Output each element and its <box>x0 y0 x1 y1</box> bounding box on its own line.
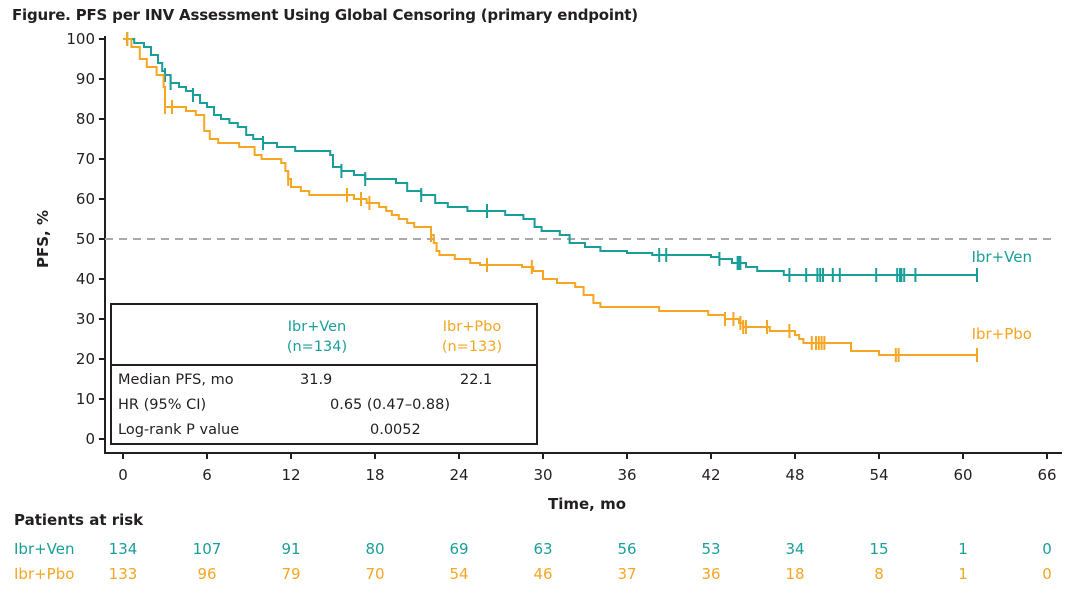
risk-count: 1 <box>958 540 968 558</box>
km-step-line-ibr-ven <box>123 38 977 276</box>
x-tick-label: 48 <box>785 466 804 484</box>
risk-count: 56 <box>617 540 637 558</box>
km-step-line-ibr-pbo <box>123 38 977 356</box>
stats-table: Ibr+Ven (n=134) Ibr+Pbo (n=133) Median P… <box>110 303 538 445</box>
y-tick-label: 30 <box>76 310 95 328</box>
y-tick-label: 40 <box>76 270 95 288</box>
risk-count: 0 <box>1042 540 1052 558</box>
x-tick-label: 42 <box>701 466 720 484</box>
x-tick-label: 12 <box>281 466 300 484</box>
risk-count: 80 <box>365 540 385 558</box>
risk-count: 70 <box>365 565 385 583</box>
risk-table-title: Patients at risk <box>14 511 144 529</box>
risk-row-ibr-pbo: Ibr+Pbo 133 96 79 70 54 46 37 36 18 8 1 0 <box>0 565 1080 587</box>
curve-label-ibr-ven: Ibr+Ven <box>971 248 1032 266</box>
group-name: Ibr+Ven <box>287 319 347 335</box>
risk-count: 53 <box>701 540 721 558</box>
x-tick-label: 30 <box>533 466 552 484</box>
risk-count: 34 <box>785 540 805 558</box>
survival-curves <box>123 32 978 362</box>
risk-count: 1 <box>958 565 968 583</box>
risk-count: 8 <box>874 565 884 583</box>
hr-value: 0.65 (0.47–0.88) <box>330 397 451 413</box>
risk-row-ibr-ven: Ibr+Ven 134 107 91 80 69 63 56 53 34 15 1 0 <box>0 540 1080 562</box>
risk-count: 91 <box>281 540 301 558</box>
risk-count: 0 <box>1042 565 1052 583</box>
risk-row-label: Ibr+Pbo <box>14 565 75 583</box>
risk-count: 15 <box>869 540 889 558</box>
risk-count: 96 <box>197 565 217 583</box>
risk-count: 63 <box>533 540 553 558</box>
y-tick-label: 70 <box>76 150 95 168</box>
risk-count: 134 <box>108 540 138 558</box>
curve-label-ibr-pbo: Ibr+Pbo <box>972 325 1032 343</box>
x-tick-label: 0 <box>118 466 128 484</box>
risk-count: 37 <box>617 565 637 583</box>
risk-count: 18 <box>785 565 805 583</box>
curve-ibr-ven <box>123 32 978 282</box>
stats-table-header: Ibr+Ven (n=134) Ibr+Pbo (n=133) <box>112 305 536 366</box>
group-n: (n=133) <box>441 339 503 355</box>
risk-count: 69 <box>449 540 469 558</box>
x-axis-title: Time, mo <box>548 495 626 513</box>
x-tick-label: 6 <box>202 466 212 484</box>
y-tick-label: 100 <box>66 30 95 48</box>
group-header-ibr-pbo: Ibr+Pbo (n=133) <box>417 317 527 357</box>
risk-count: 54 <box>449 565 469 583</box>
x-tick-label: 54 <box>869 466 888 484</box>
stat-label: HR (95% CI) <box>118 397 207 413</box>
x-tick-label: 24 <box>449 466 468 484</box>
y-tick-label: 60 <box>76 190 95 208</box>
median-ven: 31.9 <box>300 372 333 388</box>
stat-row-hr: HR (95% CI) 0.65 (0.47–0.88) <box>118 393 530 417</box>
x-tick-label: 36 <box>617 466 636 484</box>
group-name: Ibr+Pbo <box>442 319 502 335</box>
risk-count: 107 <box>192 540 222 558</box>
curve-labels: Ibr+Ven Ibr+Pbo <box>971 248 1032 343</box>
risk-count: 36 <box>701 565 721 583</box>
stat-row-pvalue: Log-rank P value 0.0052 <box>118 418 530 442</box>
y-tick-label: 0 <box>85 430 95 448</box>
risk-count: 133 <box>108 565 138 583</box>
stat-label: Log-rank P value <box>118 422 240 438</box>
x-tick-label: 60 <box>953 466 972 484</box>
y-tick-label: 20 <box>76 350 95 368</box>
group-n: (n=134) <box>286 339 348 355</box>
risk-count: 79 <box>281 565 301 583</box>
x-tick-label: 18 <box>365 466 384 484</box>
group-header-ibr-ven: Ibr+Ven (n=134) <box>262 317 372 357</box>
x-tick-label: 66 <box>1037 466 1056 484</box>
stat-row-median: Median PFS, mo 31.9 22.1 <box>118 368 530 392</box>
risk-row-label: Ibr+Ven <box>14 540 75 558</box>
curve-ibr-pbo <box>123 32 978 362</box>
axes: 0 10 20 30 40 50 60 70 80 90 100 0 6 12 18 24 30 36 42 48 54… <box>34 30 1062 513</box>
y-tick-label: 10 <box>76 390 95 408</box>
median-pbo: 22.1 <box>460 372 493 388</box>
y-tick-label: 50 <box>76 230 95 248</box>
stat-label: Median PFS, mo <box>118 372 234 388</box>
y-tick-label: 90 <box>76 70 95 88</box>
y-tick-label: 80 <box>76 110 95 128</box>
risk-count: 46 <box>533 565 553 583</box>
p-value: 0.0052 <box>370 422 421 438</box>
y-axis-title: PFS, % <box>34 210 52 268</box>
figure-title: Figure. PFS per INV Assessment Using Glo… <box>12 6 638 24</box>
